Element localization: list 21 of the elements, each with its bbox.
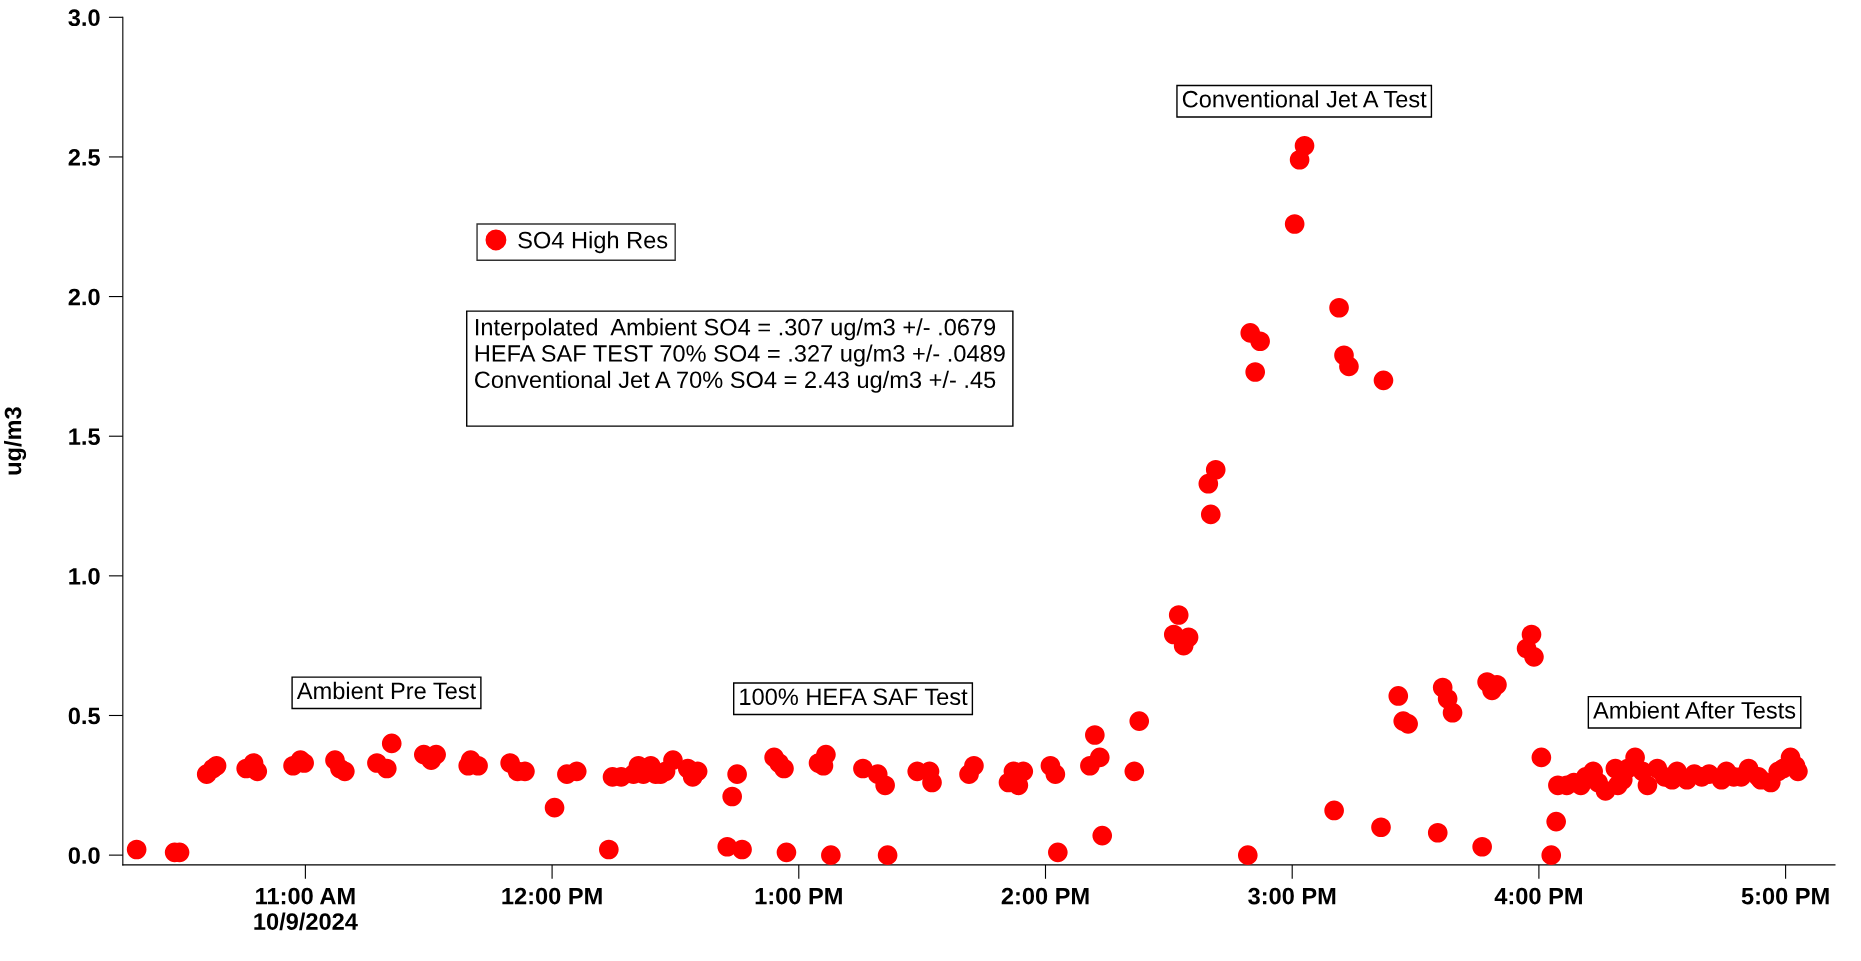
y-tick-label: 3.0 <box>68 9 100 27</box>
legend-label: SO4 High Res <box>518 231 668 254</box>
y-tick-label: 0.0 <box>68 847 100 864</box>
x-tick-label: 3:00 PM <box>1248 887 1336 905</box>
y-axis-title: ug/m3 <box>4 407 27 475</box>
x-tick-label: 2:00 PM <box>1001 887 1089 905</box>
y-tick-label: 1.5 <box>69 428 100 445</box>
x-tick-label: 12:00 PM <box>502 887 602 905</box>
annotation: Ambient After Tests <box>1593 701 1796 719</box>
x-tick-label: 1:00 PM <box>755 887 842 905</box>
y-tick-label: 2.5 <box>68 149 100 166</box>
annotation: Interpolated Ambient SO4 = .307 ug/m3 +/- .0679 HEFA SAF TEST 70% SO4 = .327 ug/m3 +/- .0489 Conventional Jet A 70% SO4 = 2.43 ug/m3 +/- .45 <box>475 318 1005 393</box>
annotation: 100% HEFA SAF Test <box>740 688 968 706</box>
x-tick-label: 5:00 PM <box>1741 887 1829 905</box>
y-tick-label: 2.0 <box>68 288 100 306</box>
y-tick-label: 1.0 <box>69 567 100 585</box>
annotation: Conventional Jet A Test <box>1182 90 1427 108</box>
x-tick-label: 11:00 AM 10/9/2024 <box>254 887 358 931</box>
annotation: Ambient Pre Test <box>296 681 476 700</box>
x-tick-label: 4:00 PM <box>1494 887 1582 905</box>
y-tick-label: 0.5 <box>68 707 100 725</box>
